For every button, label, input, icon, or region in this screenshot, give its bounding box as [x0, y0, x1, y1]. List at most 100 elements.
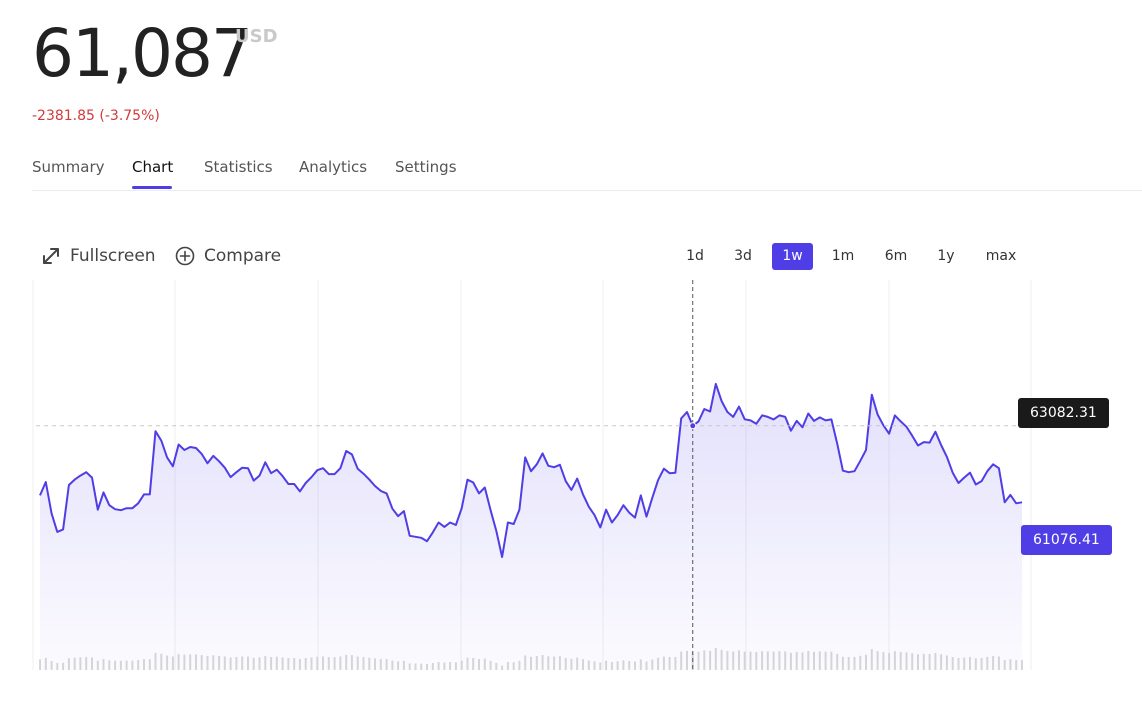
crosshair-value-tag: 63082.31 [1018, 398, 1109, 428]
data-point [524, 456, 527, 459]
data-point [241, 466, 244, 469]
tab-summary[interactable]: Summary [32, 158, 105, 176]
data-point [108, 504, 111, 507]
data-point [911, 434, 914, 437]
data-point [206, 462, 209, 465]
data-point [402, 510, 405, 513]
price-line [39, 382, 1023, 558]
data-point [726, 411, 729, 414]
data-point [969, 471, 972, 474]
data-point [634, 516, 637, 519]
data-point [732, 415, 735, 418]
range-1d[interactable]: 1d [686, 248, 704, 264]
data-point [553, 466, 556, 469]
data-point [657, 479, 660, 482]
data-point [466, 478, 469, 481]
data-point [67, 484, 70, 487]
data-point [316, 469, 319, 472]
data-point [426, 540, 429, 543]
data-point [841, 469, 844, 472]
data-point [847, 471, 850, 474]
expand-icon [43, 248, 59, 264]
data-point [345, 450, 348, 453]
data-point [293, 483, 296, 486]
data-point [148, 493, 151, 496]
fullscreen-button[interactable]: Fullscreen [40, 245, 156, 267]
data-point [223, 466, 226, 469]
data-point [385, 492, 388, 495]
data-point [454, 524, 457, 527]
data-point [639, 494, 642, 497]
data-point [980, 480, 983, 483]
data-point [483, 486, 486, 489]
data-point [888, 432, 891, 435]
data-point [599, 526, 602, 529]
data-point [945, 455, 948, 458]
data-point [720, 400, 723, 403]
data-point [755, 422, 758, 425]
range-1w[interactable]: 1w [772, 243, 813, 270]
data-point [905, 425, 908, 428]
data-point [697, 420, 700, 423]
data-point [813, 419, 816, 422]
data-point [535, 463, 538, 466]
data-point [662, 467, 665, 470]
data-point [928, 441, 931, 444]
data-point [131, 507, 134, 510]
data-point [922, 441, 925, 444]
data-point [668, 472, 671, 475]
data-point [333, 473, 336, 476]
data-point [587, 505, 590, 508]
data-point [570, 488, 573, 491]
range-3d[interactable]: 3d [734, 248, 752, 264]
data-point [986, 470, 989, 473]
data-point [362, 472, 365, 475]
compare-button[interactable]: Compare [174, 245, 281, 267]
data-point [824, 419, 827, 422]
data-point [235, 471, 238, 474]
data-point [997, 467, 1000, 470]
data-point [1021, 501, 1024, 504]
tab-analytics[interactable]: Analytics [299, 158, 368, 176]
data-point [1015, 502, 1018, 505]
data-point [160, 439, 163, 442]
data-point [298, 490, 301, 493]
data-point [714, 382, 717, 385]
tab-chart[interactable]: Chart [132, 158, 174, 176]
active-tab-indicator [132, 186, 172, 189]
data-point [472, 481, 475, 484]
data-point [154, 430, 157, 433]
range-1m[interactable]: 1m [831, 248, 855, 264]
data-point [218, 460, 221, 463]
data-point [437, 521, 440, 524]
data-point [778, 414, 781, 417]
data-point [761, 414, 764, 417]
data-point [674, 471, 677, 474]
data-point [789, 429, 792, 432]
data-point [893, 414, 896, 417]
data-point [772, 418, 775, 421]
data-point [391, 507, 394, 510]
data-point [189, 446, 192, 449]
data-point [310, 476, 313, 479]
data-point [547, 464, 550, 467]
data-point [645, 515, 648, 518]
tab-statistics[interactable]: Statistics [204, 158, 273, 176]
data-point [478, 492, 481, 495]
data-point [85, 471, 88, 474]
data-point [628, 511, 631, 514]
range-6m[interactable]: 6m [884, 248, 908, 264]
data-point [703, 408, 706, 411]
data-point [1003, 501, 1006, 504]
data-point [899, 420, 902, 423]
range-max[interactable]: max [985, 248, 1017, 264]
data-point [749, 419, 752, 422]
tab-settings[interactable]: Settings [395, 158, 457, 176]
data-point [73, 478, 76, 481]
data-point [420, 536, 423, 539]
data-point [102, 491, 105, 494]
data-point [506, 521, 509, 524]
range-1y[interactable]: 1y [937, 248, 955, 264]
data-point [379, 489, 382, 492]
